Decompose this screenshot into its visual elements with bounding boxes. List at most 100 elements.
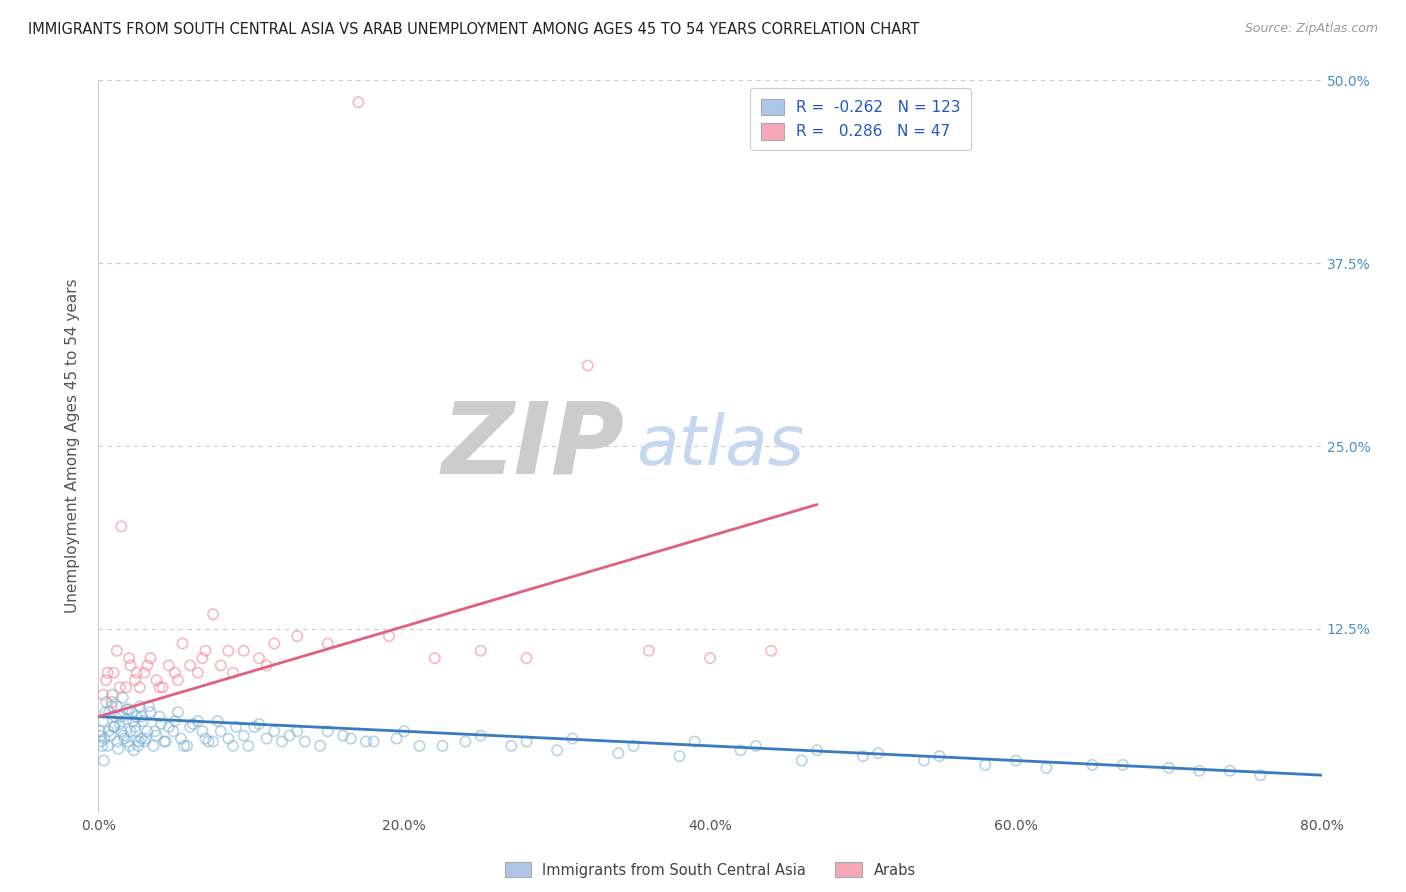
Point [745, 739, 768, 753]
Point [138, 699, 160, 714]
Point [309, 739, 332, 753]
Point [149, 681, 172, 695]
Point [149, 709, 172, 723]
Point [128, 734, 150, 748]
Point [294, 734, 316, 748]
Point [97, 665, 120, 680]
Point [153, 734, 176, 748]
Point [232, 644, 254, 658]
Point [285, 724, 308, 739]
Point [790, 754, 813, 768]
Point [128, 681, 150, 695]
Point [120, 658, 142, 673]
Point [97, 739, 120, 753]
Text: atlas: atlas [637, 412, 804, 480]
Point [217, 644, 239, 658]
Point [191, 651, 214, 665]
Point [94, 705, 117, 719]
Point [91, 714, 114, 728]
Point [1250, 768, 1272, 782]
Text: Source: ZipAtlas.com: Source: ZipAtlas.com [1244, 22, 1378, 36]
Point [222, 739, 245, 753]
Point [97, 724, 120, 739]
Point [90, 734, 112, 748]
Y-axis label: Unemployment Among Ages 45 to 54 years: Unemployment Among Ages 45 to 54 years [65, 278, 80, 614]
Point [868, 746, 890, 760]
Point [217, 731, 239, 746]
Point [638, 644, 661, 658]
Point [197, 734, 219, 748]
Text: IMMIGRANTS FROM SOUTH CENTRAL ASIA VS ARAB UNEMPLOYMENT AMONG AGES 45 TO 54 YEAR: IMMIGRANTS FROM SOUTH CENTRAL ASIA VS AR… [28, 22, 920, 37]
Point [209, 658, 232, 673]
Point [127, 739, 149, 753]
Point [225, 720, 247, 734]
Point [155, 734, 177, 748]
Point [167, 705, 190, 719]
Point [232, 729, 254, 743]
Point [118, 739, 141, 753]
Point [516, 734, 538, 748]
Point [1081, 758, 1104, 772]
Point [98, 705, 121, 719]
Point [316, 636, 339, 650]
Point [243, 720, 266, 734]
Point [761, 644, 783, 658]
Point [150, 717, 173, 731]
Point [432, 739, 454, 753]
Point [122, 743, 145, 757]
Point [117, 734, 139, 748]
Point [285, 629, 308, 643]
Point [110, 709, 132, 723]
Legend: Immigrants from South Central Asia, Arabs: Immigrants from South Central Asia, Arab… [498, 855, 922, 885]
Point [339, 731, 361, 746]
Point [501, 739, 523, 753]
Point [316, 724, 339, 739]
Point [128, 699, 150, 714]
Point [124, 720, 146, 734]
Point [179, 658, 201, 673]
Point [125, 709, 148, 723]
Point [124, 673, 146, 687]
Point [118, 702, 141, 716]
Point [139, 651, 162, 665]
Point [668, 749, 690, 764]
Point [1188, 764, 1211, 778]
Point [157, 658, 180, 673]
Point [202, 734, 225, 748]
Point [207, 714, 229, 728]
Point [1112, 758, 1135, 772]
Point [115, 681, 138, 695]
Point [194, 731, 217, 746]
Point [928, 749, 950, 764]
Point [112, 731, 135, 746]
Point [1157, 761, 1180, 775]
Point [100, 699, 122, 714]
Point [699, 651, 721, 665]
Point [516, 651, 538, 665]
Point [179, 720, 201, 734]
Point [145, 729, 167, 743]
Point [157, 720, 180, 734]
Point [270, 734, 294, 748]
Point [162, 724, 184, 739]
Point [91, 688, 114, 702]
Point [120, 724, 142, 739]
Point [111, 690, 134, 705]
Point [167, 673, 190, 687]
Point [354, 734, 377, 748]
Point [108, 717, 131, 731]
Point [172, 636, 194, 650]
Point [118, 651, 141, 665]
Point [623, 739, 645, 753]
Point [209, 724, 232, 739]
Point [125, 665, 148, 680]
Point [94, 673, 117, 687]
Point [108, 681, 131, 695]
Point [135, 731, 157, 746]
Point [278, 729, 301, 743]
Point [115, 702, 138, 716]
Point [132, 714, 155, 728]
Point [730, 743, 752, 757]
Point [423, 651, 446, 665]
Point [546, 743, 568, 757]
